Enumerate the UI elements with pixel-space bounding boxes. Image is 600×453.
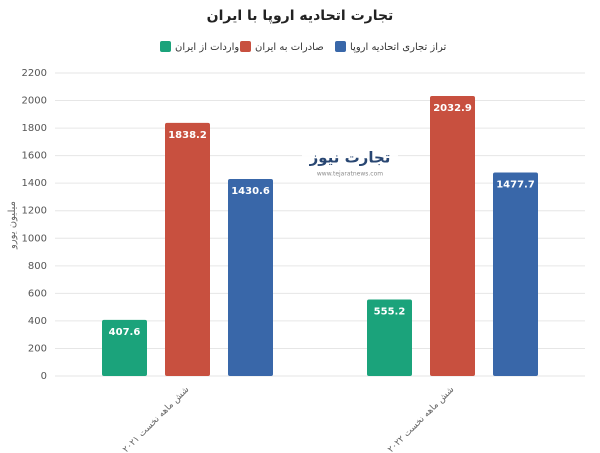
legend-label: واردات از ایران bbox=[175, 42, 239, 53]
y-tick-label: 1600 bbox=[22, 151, 47, 162]
watermark: تجارت نیوز www.tejaratnews.com bbox=[302, 146, 398, 180]
y-tick-label: 1200 bbox=[22, 206, 47, 217]
y-tick-label: 2000 bbox=[22, 96, 47, 107]
chart-title: تجارت اتحادیه اروپا با ایران bbox=[207, 8, 394, 24]
legend-label: تراز تجاری اتحادیه اروپا bbox=[350, 42, 447, 53]
y-axis-label: میلیون یورو bbox=[7, 201, 18, 250]
bar bbox=[102, 319, 147, 376]
y-tick-label: 200 bbox=[28, 343, 47, 354]
legend-swatch bbox=[335, 41, 346, 52]
value-label: 1838.2 bbox=[168, 130, 207, 141]
y-tick-label: 600 bbox=[28, 288, 47, 299]
bar bbox=[493, 172, 538, 376]
y-tick-label: 1000 bbox=[22, 233, 47, 244]
value-label: 555.2 bbox=[374, 307, 406, 318]
watermark-url: www.tejaratnews.com bbox=[317, 171, 383, 178]
x-tick-label: شش ماهه نخست ۲۰۲۱ bbox=[121, 385, 191, 453]
legend-swatch bbox=[160, 41, 171, 52]
y-tick-label: 0 bbox=[41, 371, 47, 382]
bar bbox=[165, 122, 210, 376]
value-label: 1477.7 bbox=[496, 179, 535, 190]
legend-label: صادرات به ایران bbox=[255, 42, 324, 53]
y-tick-label: 800 bbox=[28, 261, 47, 272]
watermark-box bbox=[302, 146, 398, 180]
y-tick-label: 2200 bbox=[22, 68, 47, 79]
legend-swatch bbox=[240, 41, 251, 52]
bar bbox=[430, 96, 475, 377]
x-tick-label: شش ماهه نخست ۲۰۲۲ bbox=[386, 385, 456, 453]
y-tick-label: 400 bbox=[28, 316, 47, 327]
bar bbox=[228, 178, 273, 376]
value-label: 1430.6 bbox=[231, 186, 270, 197]
bar bbox=[367, 299, 412, 376]
watermark-name: تجارت نیوز bbox=[309, 149, 391, 167]
value-label: 407.6 bbox=[109, 327, 141, 338]
value-label: 2032.9 bbox=[433, 103, 472, 114]
y-tick-label: 1800 bbox=[22, 123, 47, 134]
y-tick-label: 1400 bbox=[22, 178, 47, 189]
